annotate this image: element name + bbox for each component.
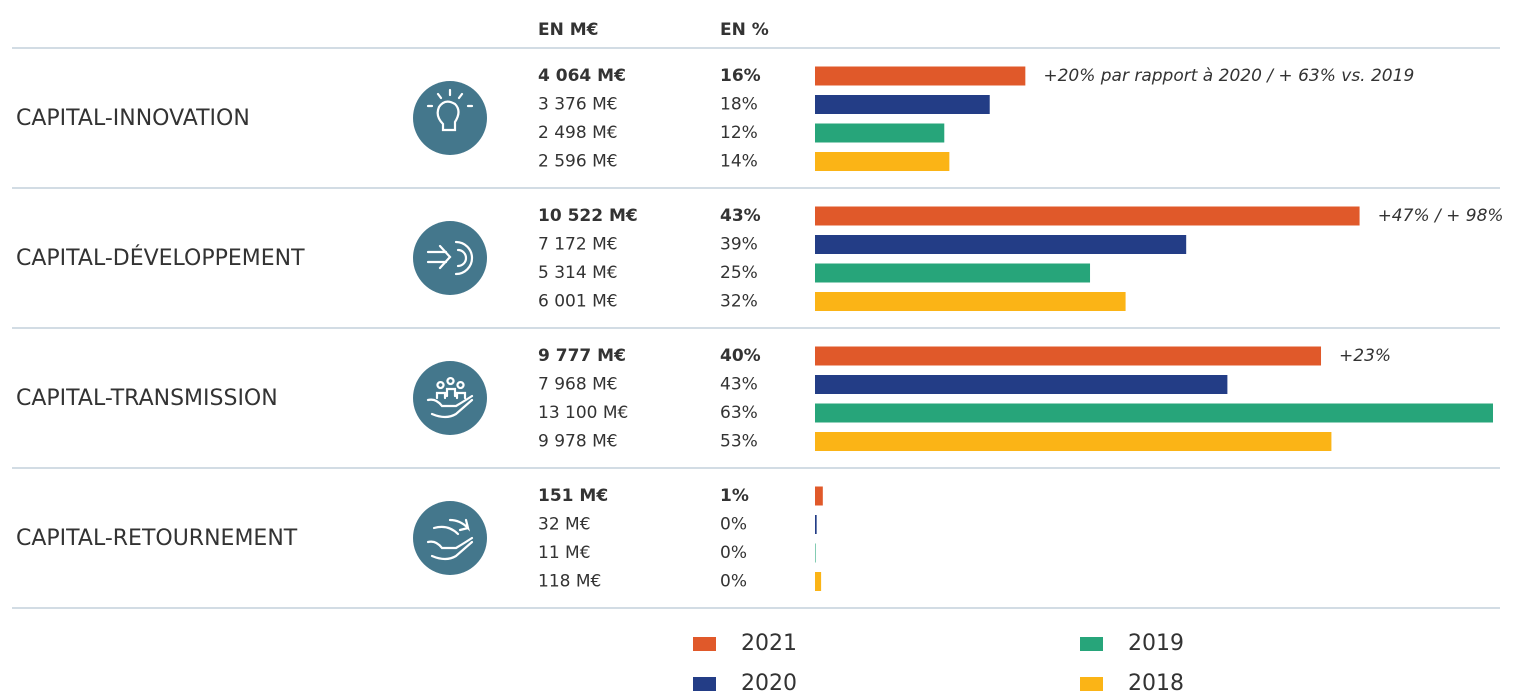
share-label: 12% [720, 123, 758, 143]
bar [815, 515, 817, 534]
annotation: +23% [1339, 346, 1391, 366]
share-label: 14% [720, 152, 758, 172]
share-label: 43% [720, 375, 758, 395]
bar [815, 486, 823, 506]
bar [815, 432, 1332, 451]
value-label: 3 376 M€ [538, 95, 618, 115]
share-label: 16% [720, 66, 761, 86]
value-label: 5 314 M€ [538, 263, 618, 283]
legend-swatch [1080, 677, 1103, 691]
bar [815, 403, 1493, 423]
bar [815, 346, 1322, 366]
value-label: 4 064 M€ [538, 66, 626, 86]
bar [815, 66, 1026, 86]
icon-target [426, 240, 474, 276]
value-label: 118 M€ [538, 572, 601, 592]
value-label: 6 001 M€ [538, 292, 618, 312]
bar [815, 263, 1091, 283]
value-label: 9 978 M€ [538, 432, 618, 452]
share-label: 63% [720, 403, 758, 423]
category-label: CAPITAL-DÉVELOPPEMENT [16, 245, 305, 271]
icons [413, 81, 487, 575]
icon-hands [426, 377, 474, 419]
legend-swatch [693, 637, 716, 651]
bar [815, 235, 1187, 254]
bar [815, 206, 1360, 226]
category-label: CAPITAL-TRANSMISSION [16, 386, 278, 411]
bar [815, 375, 1228, 394]
bar [815, 152, 950, 171]
bar [815, 292, 1126, 311]
share-label: 40% [720, 346, 761, 366]
annotation: +47% / + 98% [1378, 206, 1504, 226]
category-label: CAPITAL-RETOURNEMENT [16, 526, 298, 551]
value-label: 151 M€ [538, 486, 608, 506]
share-label: 0% [720, 515, 747, 535]
value-label: 7 968 M€ [538, 375, 618, 395]
legend-swatch [1080, 637, 1103, 651]
value-label: 32 M€ [538, 515, 591, 535]
share-label: 18% [720, 95, 758, 115]
icon-innovation [413, 81, 487, 155]
icon-transmission [413, 361, 487, 435]
share-label: 39% [720, 235, 758, 255]
icon-bulb [426, 88, 474, 132]
share-label: 32% [720, 292, 758, 312]
share-label: 25% [720, 263, 758, 283]
share-label: 1% [720, 486, 749, 506]
legend-label: 2021 [741, 631, 797, 656]
bar [815, 95, 990, 114]
column-header: EN M€ [538, 20, 599, 40]
legend-label: 2018 [1128, 671, 1184, 693]
share-label: 0% [720, 572, 747, 592]
value-label: 11 M€ [538, 543, 591, 563]
icon-arrows [426, 518, 474, 561]
value-label: 13 100 M€ [538, 403, 628, 423]
value-label: 7 172 M€ [538, 235, 618, 255]
legend-swatch [693, 677, 716, 691]
value-label: 2 596 M€ [538, 152, 618, 172]
icon-turnaround [413, 501, 487, 575]
share-label: 53% [720, 432, 758, 452]
share-label: 0% [720, 543, 747, 563]
column-header: EN % [720, 20, 769, 40]
bar [815, 123, 945, 143]
value-label: 10 522 M€ [538, 206, 638, 226]
bar [815, 572, 822, 591]
value-label: 2 498 M€ [538, 123, 618, 143]
bar [815, 543, 816, 563]
share-label: 43% [720, 206, 761, 226]
annotation: +20% par rapport à 2020 / + 63% vs. 2019 [1043, 66, 1414, 86]
category-label: CAPITAL-INNOVATION [16, 106, 250, 131]
legend-label: 2019 [1128, 631, 1184, 656]
value-label: 9 777 M€ [538, 346, 626, 366]
legend-label: 2020 [741, 671, 797, 693]
